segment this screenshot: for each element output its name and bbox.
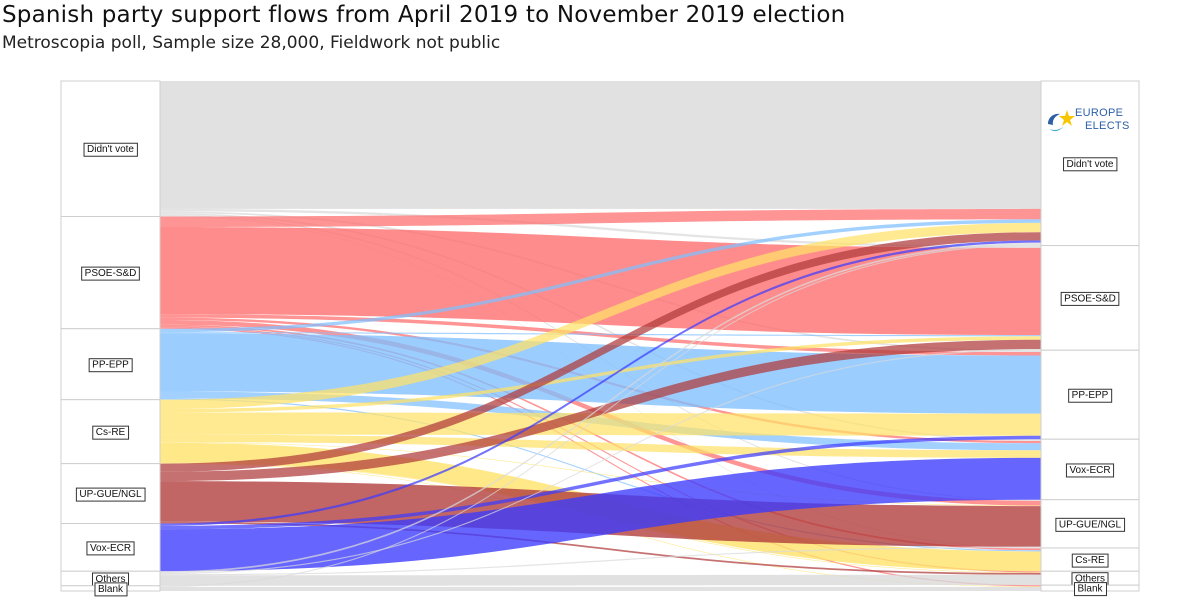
right-node-label: PP-EPP [1072, 390, 1109, 401]
flow-link [160, 457, 1041, 572]
flow-link [160, 242, 1041, 573]
flow-link [160, 244, 1041, 587]
left-node-label: Vox-ECR [90, 543, 131, 554]
left-node-label: Cs-RE [96, 427, 126, 438]
party-nodes: Didn't vote PSOE-S&D PP-EPP Cs-RE UP-GUE/NGL… [60, 80, 1140, 597]
flow-link [160, 232, 1041, 472]
flow-link [160, 435, 1041, 530]
right-node-label-box [1055, 517, 1126, 532]
flow-link [160, 213, 1041, 441]
flow-link [160, 208, 1041, 248]
flow-link [160, 324, 1041, 551]
right-node-label: PSOE-S&D [1064, 293, 1116, 304]
flow-link [160, 398, 1041, 552]
flow-link [160, 240, 1041, 526]
flow-link [160, 332, 1041, 337]
right-node-label: Blank [1077, 584, 1103, 595]
flow-link [160, 442, 1041, 507]
flow-link [160, 336, 1041, 413]
flow-link [160, 339, 1041, 482]
flow-link [160, 208, 1041, 227]
left-node-label-box [83, 142, 138, 157]
flow-link [160, 226, 1041, 336]
left-node-label-box [94, 582, 128, 597]
right-node-label-box [1071, 553, 1109, 568]
right-node-label: Vox-ECR [1069, 465, 1110, 476]
left-node-bar [60, 399, 161, 465]
left-node-label: PSOE-S&D [85, 268, 137, 279]
europe-elects-logo-text: EUROPE ELECTS [1075, 107, 1130, 133]
left-node-label-box [92, 425, 130, 440]
right-node-label-box [1060, 291, 1120, 306]
right-node-label: Others [1075, 574, 1105, 585]
flow-link [160, 327, 1041, 587]
right-node-label-box [1063, 157, 1118, 172]
left-node-label: UP-GUE/NGL [79, 489, 142, 500]
europe-elects-logo: EUROPE ELECTS [1045, 107, 1137, 143]
left-node-label: Blank [98, 584, 124, 595]
left-node-label: Didn't vote [87, 144, 134, 155]
chart-subtitle: Metroscopia poll, Sample size 28,000, Fi… [2, 33, 501, 53]
flow-link [160, 546, 1041, 576]
right-node-label-box [1068, 388, 1113, 403]
right-node-label: UP-GUE/NGL [1059, 519, 1122, 530]
right-node-label-box [1065, 463, 1115, 478]
flow-link [160, 349, 1041, 575]
flow-link [160, 222, 1041, 409]
flow-link [160, 412, 1041, 436]
logo-line-1: EUROPE [1075, 107, 1124, 119]
left-node-label-box [81, 266, 140, 281]
chart-title: Spanish party support flows from April 2… [2, 2, 846, 28]
left-node-label-box [75, 487, 146, 502]
flow-links [160, 81, 1041, 591]
logo-line-2: ELECTS [1085, 120, 1130, 132]
left-node-label: Others [95, 574, 125, 585]
right-node-label-box [1073, 582, 1108, 597]
flow-link [160, 521, 1041, 575]
right-node-label: Didn't vote [1067, 159, 1114, 170]
left-node-label: PP-EPP [92, 360, 129, 371]
flow-link [160, 574, 1041, 586]
flow-link [160, 586, 1041, 591]
europe-elects-logo-icon [1048, 110, 1075, 132]
right-node-label: Cs-RE [1075, 555, 1105, 566]
left-node-label-box [86, 541, 135, 556]
left-node-label-box [88, 358, 133, 373]
flow-link [160, 81, 1041, 209]
flow-link [160, 219, 1041, 333]
